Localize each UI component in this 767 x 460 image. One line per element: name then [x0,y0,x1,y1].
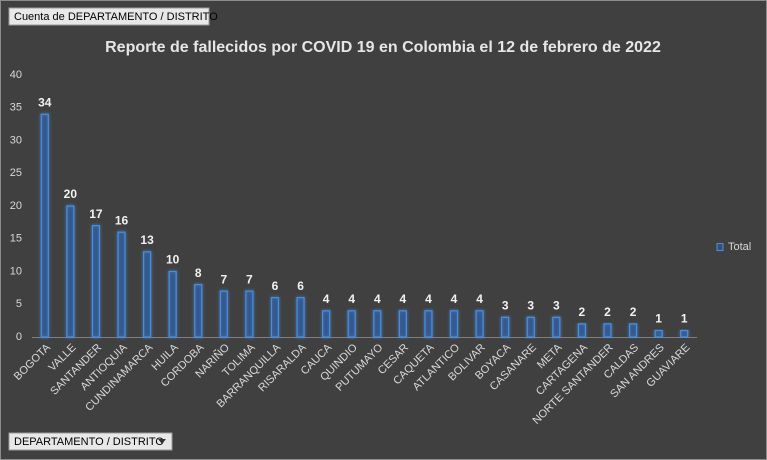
axis-field-button[interactable]: DEPARTAMENTO / DISTRITO [8,432,173,451]
button-label[interactable]: Cuenta de DEPARTAMENTO / DISTRITO [14,11,218,23]
bar [680,329,689,338]
bar [270,297,280,338]
y-tick-label: 15 [10,233,22,245]
y-tick-label: 30 [10,134,22,146]
y-tick-label: 5 [16,298,22,310]
bar [628,323,638,338]
bar [475,310,484,338]
data-label: 1 [681,312,688,326]
data-label: 34 [38,95,52,109]
data-label: 4 [323,292,330,306]
bar [424,310,433,338]
bar [526,316,535,338]
data-label: 4 [348,292,355,306]
bar [91,225,101,338]
data-label: 1 [655,312,662,326]
bar [142,251,152,338]
bar [40,113,49,338]
chart-title: Reporte de fallecidos por COVID 19 en Co… [105,39,661,56]
data-label: 6 [272,279,279,293]
data-label: 4 [400,292,407,306]
data-label: 3 [553,299,560,313]
y-tick-label: 25 [10,167,22,179]
data-label: 4 [374,292,381,306]
bar [117,231,126,338]
button-label[interactable]: DEPARTAMENTO / DISTRITO [14,436,164,448]
y-tick-label: 35 [10,102,22,114]
data-label: 16 [115,213,129,227]
data-label: 2 [630,305,637,319]
data-label: 7 [220,272,227,286]
data-label: 4 [451,292,458,306]
bar [347,310,356,338]
data-label: 20 [64,187,78,201]
bar [66,205,75,338]
data-label: 8 [195,266,202,280]
y-tick-label: 0 [16,331,22,343]
bar [373,310,382,338]
data-label: 4 [476,292,483,306]
y-tick-label: 10 [10,265,22,277]
bar [168,270,177,338]
bar [603,323,612,338]
data-label: 2 [579,305,586,319]
bar [552,316,561,338]
legend-swatch [716,243,724,251]
data-label: 6 [297,279,304,293]
dropdown-arrow[interactable] [158,439,166,444]
y-tick-label: 20 [10,200,22,212]
bar [398,310,407,338]
value-field-button[interactable]: Cuenta de DEPARTAMENTO / DISTRITO [8,7,218,26]
data-label: 10 [166,253,180,267]
y-tick-label: 40 [10,69,22,81]
bar [245,290,254,338]
bar [194,284,203,338]
bar [296,297,305,338]
data-label: 3 [527,299,534,313]
data-label: 2 [604,305,611,319]
data-label: 13 [140,233,154,247]
bar [501,316,510,338]
data-label: 17 [89,207,103,221]
bar [449,310,459,338]
button-box[interactable] [8,7,210,26]
bar [654,329,663,338]
legend-label: Total [728,241,751,253]
data-label: 3 [502,299,509,313]
bar [219,290,228,338]
bar [322,310,331,338]
data-label: 7 [246,272,253,286]
data-label: 4 [425,292,432,306]
bar [577,323,587,338]
button-box[interactable] [8,432,173,451]
